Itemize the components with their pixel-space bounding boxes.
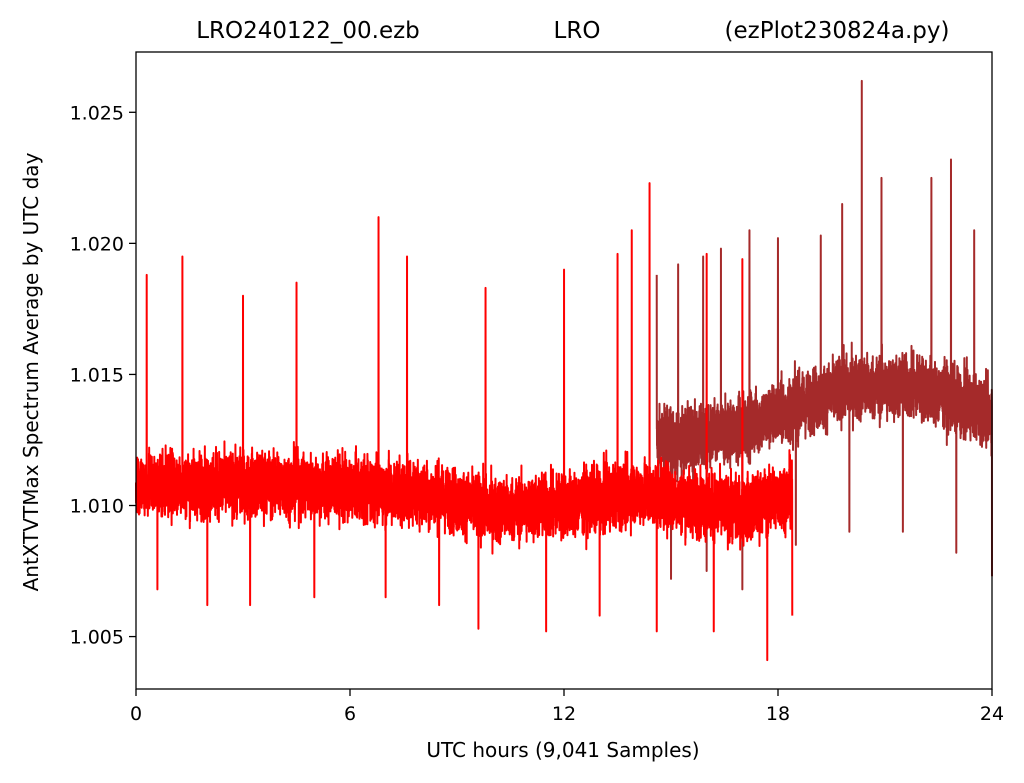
- series-layer: [135, 79, 993, 662]
- x-tick-label: 0: [130, 703, 142, 725]
- series-line-0: [655, 79, 993, 591]
- y-tick-label: 1.005: [70, 627, 124, 649]
- chart-title-station: LRO: [554, 18, 601, 44]
- y-tick-label: 1.010: [70, 496, 124, 518]
- y-tick-label: 1.015: [70, 364, 124, 386]
- chart-title-script: (ezPlot230824a.py): [725, 18, 950, 44]
- series-line-1: [135, 182, 794, 662]
- y-tick-label: 1.020: [70, 233, 124, 255]
- x-tick-label: 6: [344, 703, 356, 725]
- x-tick-label: 12: [552, 703, 576, 725]
- y-axis-label: AntXTVTMax Spectrum Average by UTC day: [19, 152, 43, 591]
- y-tick-label: 1.025: [70, 102, 124, 124]
- x-tick-label: 24: [980, 703, 1004, 725]
- chart-title-file: LRO240122_00.ezb: [196, 18, 420, 44]
- x-tick-label: 18: [766, 703, 790, 725]
- x-axis-label: UTC hours (9,041 Samples): [426, 738, 699, 762]
- y-axis-ticks: 1.005 1.010 1.015 1.020 1.025: [70, 102, 136, 649]
- x-axis-ticks: 0 6 12 18 24: [130, 689, 1004, 725]
